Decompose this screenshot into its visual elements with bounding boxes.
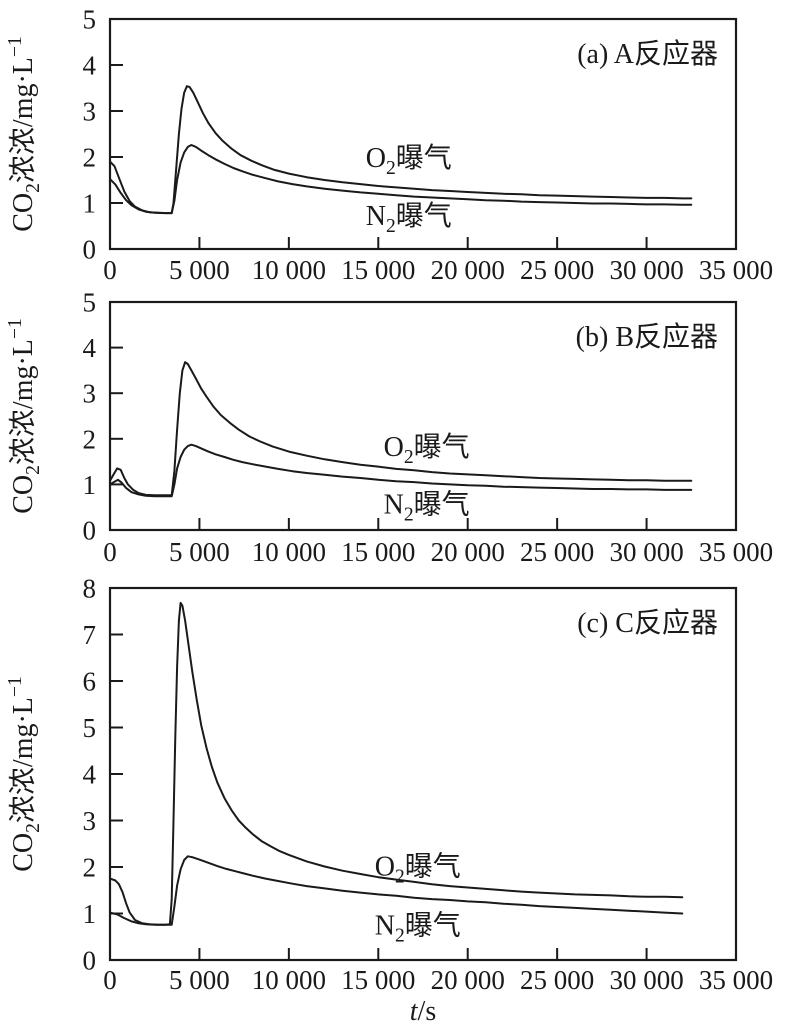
y-tick-label: 1 <box>83 899 97 929</box>
curve-label-o2-a: O2曝气 <box>366 142 452 179</box>
x-tick-label: 35 000 <box>699 255 773 285</box>
y-axis-title-a: CO2浓浓/mg·L−1 <box>5 36 44 232</box>
y-tick-label: 3 <box>83 379 97 409</box>
x-tick-label: 0 <box>103 537 117 567</box>
curve-label-n2-b: N2曝气 <box>384 489 470 526</box>
x-tick-label: 20 000 <box>431 965 505 995</box>
panel-title-c: (c) C反应器 <box>577 607 718 639</box>
x-axis-title: t/s <box>410 996 436 1027</box>
curve-n2-c <box>109 855 684 926</box>
plot-frame-b <box>108 300 738 532</box>
x-tick-label: 10 000 <box>252 965 326 995</box>
x-tick-label: 25 000 <box>520 537 594 567</box>
y-tick-label: 3 <box>83 97 97 127</box>
x-tick-label: 5 000 <box>169 965 230 995</box>
x-tick-label: 10 000 <box>252 255 326 285</box>
y-tick-label: 5 <box>83 5 97 35</box>
y-tick-label: 1 <box>83 470 97 500</box>
panel-title-a: (a) A反应器 <box>577 38 718 70</box>
y-tick-label: 5 <box>83 713 97 743</box>
y-tick-label: 0 <box>83 946 97 976</box>
x-tick-label: 5 000 <box>169 255 230 285</box>
y-tick-label: 0 <box>83 235 97 265</box>
curve-o2-b <box>109 361 693 497</box>
x-tick-label: 20 000 <box>431 537 505 567</box>
y-tick-label: 2 <box>83 424 97 454</box>
x-tick-label: 35 000 <box>699 537 773 567</box>
curve-label-n2-c: N2曝气 <box>375 909 461 946</box>
curve-label-o2-b: O2曝气 <box>384 431 470 468</box>
y-tick-label: 6 <box>83 667 97 697</box>
x-tick-label: 25 000 <box>520 255 594 285</box>
curve-label-o2-c: O2曝气 <box>375 850 461 887</box>
y-axis-title-c: CO2浓浓/mg·L−1 <box>5 676 44 872</box>
y-tick-label: 5 <box>83 288 97 318</box>
y-tick-label: 8 <box>83 574 97 604</box>
x-tick-label: 30 000 <box>609 965 683 995</box>
x-tick-label: 0 <box>103 965 117 995</box>
curve-label-n2-a: N2曝气 <box>366 200 452 237</box>
panel-title-b: (b) B反应器 <box>576 321 718 353</box>
x-tick-label: 20 000 <box>431 255 505 285</box>
y-tick-label: 0 <box>83 516 97 546</box>
x-tick-label: 15 000 <box>341 965 415 995</box>
y-tick-label: 1 <box>83 189 97 219</box>
plot-frame-a <box>108 17 738 251</box>
y-tick-label: 4 <box>83 760 97 790</box>
x-tick-label: 15 000 <box>341 537 415 567</box>
x-tick-label: 30 000 <box>609 255 683 285</box>
x-tick-label: 35 000 <box>699 965 773 995</box>
y-tick-label: 2 <box>83 143 97 173</box>
y-axis-title-b: CO2浓浓/mg·L−1 <box>5 318 44 514</box>
y-tick-label: 7 <box>83 620 97 650</box>
x-tick-label: 0 <box>103 255 117 285</box>
x-tick-label: 15 000 <box>341 255 415 285</box>
curve-n2-b <box>109 443 693 498</box>
x-tick-label: 25 000 <box>520 965 594 995</box>
y-tick-label: 4 <box>83 333 97 363</box>
x-tick-label: 10 000 <box>252 537 326 567</box>
x-tick-label: 30 000 <box>609 537 683 567</box>
plot-frame-c <box>108 586 738 962</box>
y-tick-label: 3 <box>83 806 97 836</box>
y-tick-label: 4 <box>83 51 97 81</box>
x-tick-label: 5 000 <box>169 537 230 567</box>
y-tick-label: 2 <box>83 853 97 883</box>
curve-n2-a <box>109 144 693 215</box>
